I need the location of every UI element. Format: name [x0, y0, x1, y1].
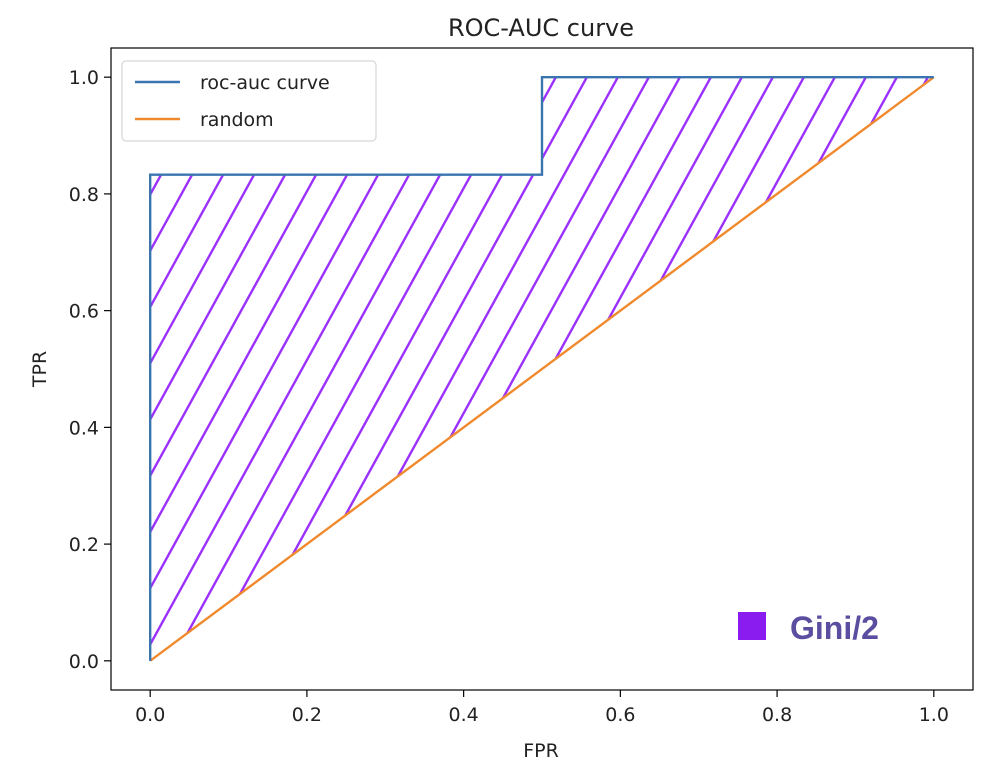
y-tick-label: 0.8: [69, 184, 99, 206]
hatch-line: [0, 0, 16, 750]
legend-label: roc-auc curve: [200, 72, 330, 94]
series-layer: [148, 75, 935, 662]
legend-label: random: [200, 109, 274, 131]
plot-frame: [110, 47, 974, 691]
x-tick-label: 0.0: [135, 704, 165, 726]
legend-items: roc-auc curve random: [135, 72, 330, 131]
hatch-line: [524, 77, 934, 661]
y-tick-label: 0.0: [69, 651, 99, 673]
hatch-line: [896, 77, 934, 661]
x-tick-label: 0.4: [449, 704, 479, 726]
x-tick-label: 0.8: [762, 704, 792, 726]
hatch-line: [960, 0, 1000, 750]
gini-label: Gini/2: [790, 610, 879, 646]
x-axis-label: FPR: [523, 740, 559, 762]
chart-title: ROC-AUC curve: [448, 14, 634, 42]
y-tick-label: 0.6: [69, 301, 99, 323]
legend-box: [121, 60, 377, 142]
x-tick-label: 0.2: [292, 704, 322, 726]
x-axis-ticks: 0.0 0.2 0.4 0.6 0.8 1.0: [135, 690, 949, 726]
y-tick-label: 0.4: [69, 417, 99, 439]
hatch-line: [338, 77, 762, 661]
series-line-roc-auc-curve: [148, 75, 934, 661]
y-axis-ticks: 0.0 0.2 0.4 0.6 0.8 1.0: [69, 67, 111, 673]
hatch-line: [0, 0, 109, 750]
hatch-line: [369, 77, 793, 661]
y-axis-label: TPR: [29, 351, 51, 388]
gini-annotation: Gini/2: [738, 610, 879, 646]
hatch-line: [555, 77, 934, 661]
hatch-line: [991, 0, 1000, 750]
x-tick-label: 0.6: [605, 704, 635, 726]
gini-swatch: [738, 612, 766, 640]
y-tick-label: 0.2: [69, 534, 99, 556]
hatch-line: [927, 77, 934, 661]
legend: roc-auc curve random: [121, 60, 377, 142]
x-tick-label: 1.0: [919, 704, 949, 726]
y-tick-label: 1.0: [69, 67, 99, 89]
series-line-random: [149, 76, 935, 662]
hatch-line: [0, 0, 140, 750]
